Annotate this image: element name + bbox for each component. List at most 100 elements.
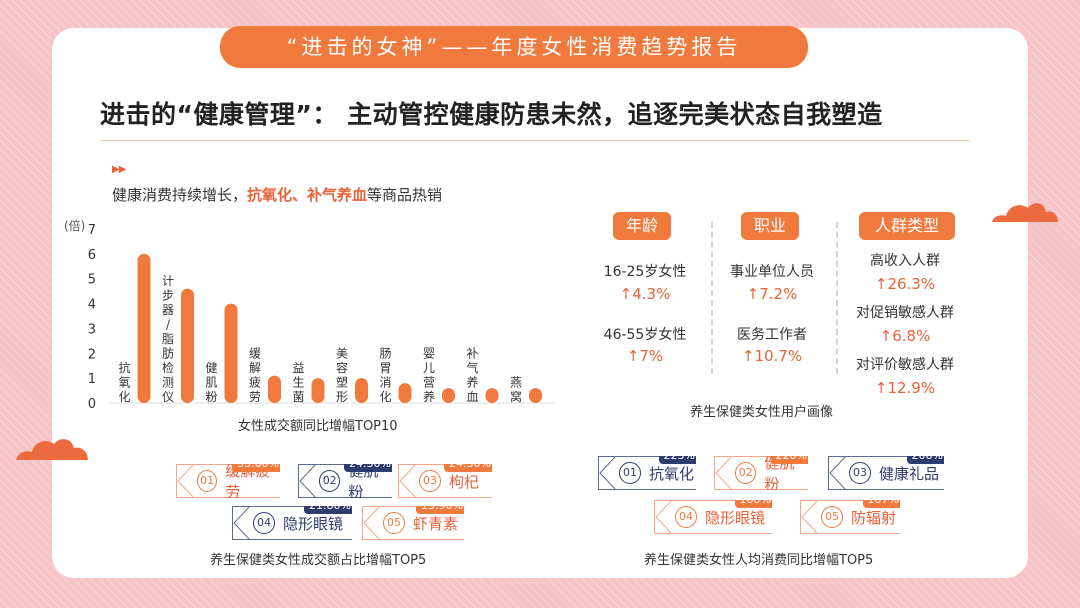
y-tick-label: 6 — [88, 248, 96, 263]
profile-header-group: 人群类型 — [859, 212, 955, 240]
job-label-2: 医务工作者 — [737, 327, 807, 343]
top5_share-tag-04: 04 隐形眼镜21.80% — [232, 506, 352, 540]
report-title-banner: “进击的女神”——年度女性消费趋势报告 — [220, 26, 808, 68]
age-value-1: ↑4.3% — [619, 285, 671, 303]
profile-divider-1 — [711, 222, 713, 374]
bar-8 — [442, 388, 455, 403]
tag-percent-badge: 13.90% — [416, 506, 464, 514]
group-value-2: ↑6.8% — [879, 327, 931, 345]
tag-label: 健康礼品 — [879, 464, 940, 483]
y-tick-label: 0 — [88, 397, 96, 412]
bar-3 — [224, 303, 238, 403]
bar-7 — [398, 383, 412, 403]
tag-notch-icon — [177, 464, 194, 498]
tag-rank: 05 — [383, 512, 405, 534]
tag-percent-badge: 107% — [862, 500, 900, 508]
bar-2 — [181, 288, 194, 403]
bar-9 — [485, 388, 499, 403]
tag-percent-badge: 21.80% — [304, 506, 352, 514]
tag-notch-icon — [399, 464, 416, 498]
tag-body: 03 健康礼品 — [829, 457, 939, 489]
group-label-2: 对促销敏感人群 — [856, 305, 954, 321]
tag-rank: 01 — [197, 470, 218, 492]
bar-10 — [529, 388, 542, 403]
age-value-2: ↑7% — [626, 347, 664, 365]
group-value-1: ↑26.3% — [874, 275, 936, 293]
double-arrow-icon: ▶▶ — [112, 164, 126, 175]
tag-body: 01 抗氧化 — [599, 457, 694, 489]
y-tick-label: 4 — [88, 298, 96, 313]
tag-notch-icon — [363, 506, 380, 540]
chart-intro-highlight: 抗氧化、补气养血 — [247, 186, 368, 204]
tag-percent-badge: 24.30% — [344, 464, 392, 472]
tag-notch-icon — [233, 506, 250, 540]
share-top5-caption: 养生保健类女性成交额占比增幅TOP5 — [210, 553, 427, 568]
cloud-left-icon — [16, 439, 88, 460]
tag-rank: 02 — [319, 470, 341, 492]
spend-top5-caption: 养生保健类女性人均消费同比增幅TOP5 — [644, 553, 874, 568]
tag-percent-badge: 206% — [906, 456, 944, 464]
bar-label-2: 计步器/脂肪检测仪 — [162, 274, 174, 404]
page-subtitle: 进击的“健康管理”： 主动管控健康防患未然，追逐完美状态自我塑造 — [100, 100, 883, 129]
tag-rank: 05 — [821, 506, 843, 528]
top5_share-tag-05: 05 虾青素13.90% — [362, 506, 464, 540]
tag-body: 05 防辐射 — [801, 501, 896, 533]
tag-notch-icon — [299, 464, 316, 498]
tag-percent-badge: 24.30% — [444, 464, 492, 472]
bar-6 — [355, 378, 368, 403]
group-value-3: ↑12.9% — [874, 379, 936, 397]
tag-body: 04 隐形眼镜 — [233, 507, 343, 539]
tag-percent-badge: 223% — [658, 456, 696, 464]
bar-label-6: 美容塑形 — [336, 347, 348, 405]
profile-divider-2 — [836, 222, 838, 374]
y-tick-label: 7 — [88, 223, 96, 238]
bar-5 — [311, 378, 325, 403]
top5_share-tag-02: 02健肌粉24.30% — [298, 464, 392, 498]
tag-percent-badge: 188% — [734, 500, 772, 508]
y-tick-label: 3 — [88, 322, 96, 337]
bar-label-4: 缓解疲劳 — [249, 347, 261, 405]
job-value-2: ↑10.7% — [741, 347, 803, 365]
y-axis-label: (倍) — [64, 218, 85, 233]
job-value-1: ↑7.2% — [746, 285, 798, 303]
age-label-2: 46-55岁女性 — [603, 327, 687, 343]
chart-intro: 健康消费持续增长，抗氧化、补气养血等商品热销 — [112, 184, 442, 205]
top5_share-tag-03: 03 枸杞24.30% — [398, 464, 492, 498]
y-tick-label: 1 — [88, 372, 96, 387]
bar-label-9: 补气养血 — [466, 347, 478, 405]
top5_spend-tag-03: 03 健康礼品206% — [828, 456, 944, 490]
tag-body: 03 枸杞 — [399, 465, 479, 497]
tag-body: 05 虾青素 — [363, 507, 458, 539]
cloud-right-icon — [992, 203, 1058, 222]
tag-notch-icon — [801, 500, 818, 534]
bar-label-5: 益生菌 — [292, 361, 304, 404]
tag-body: 04 隐形眼镜 — [655, 501, 765, 533]
tag-notch-icon — [599, 456, 616, 490]
top5_spend-tag-01: 01 抗氧化223% — [598, 456, 696, 490]
age-label-1: 16-25岁女性 — [603, 264, 687, 280]
top5_spend-tag-02: 02健肌粉220% — [714, 456, 808, 490]
tag-percent-badge: 220% — [770, 456, 808, 464]
profile-caption: 养生保健类女性用户画像 — [690, 405, 834, 420]
bar-4 — [268, 375, 281, 403]
bar-1 — [137, 253, 151, 403]
tag-rank: 01 — [619, 462, 641, 484]
bar-label-10: 燕窝 — [510, 376, 522, 405]
tag-notch-icon — [829, 456, 846, 490]
top5_spend-tag-04: 04 隐形眼镜188% — [654, 500, 772, 534]
bar-label-7: 肠胃消化 — [379, 347, 391, 405]
title-divider — [100, 140, 970, 141]
y-tick-label: 2 — [88, 347, 96, 362]
tag-label: 隐形眼镜 — [283, 514, 344, 533]
tag-label: 抗氧化 — [649, 464, 695, 483]
tag-rank: 04 — [253, 512, 275, 534]
chart-intro-part2: 等商品热销 — [367, 186, 443, 204]
tag-notch-icon — [655, 500, 672, 534]
tag-rank: 03 — [849, 462, 871, 484]
bar-label-8: 婴儿营养 — [423, 347, 435, 405]
y-tick-label: 5 — [88, 273, 96, 288]
tag-label: 防辐射 — [851, 508, 897, 527]
tag-percent-badge: 33.60% — [232, 464, 280, 472]
top5_share-tag-01: 01缓解疲劳33.60% — [176, 464, 280, 498]
